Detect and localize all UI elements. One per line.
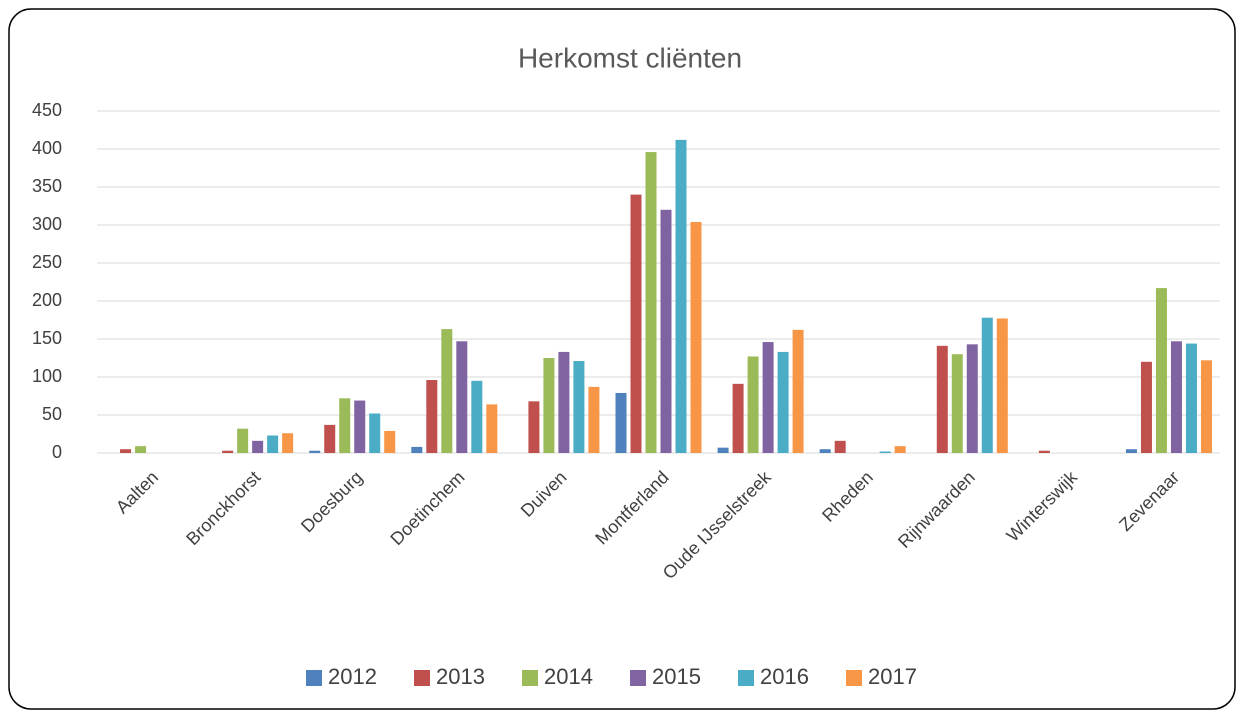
y-tick-label: 300 [32, 214, 62, 234]
legend-label: 2013 [436, 664, 485, 689]
bar [936, 345, 948, 453]
chart-title: Herkomst cliënten [518, 42, 742, 73]
bar [426, 380, 438, 453]
bar [588, 386, 600, 453]
legend-label: 2016 [760, 664, 809, 689]
chart-border [8, 8, 1236, 710]
bar [1140, 361, 1152, 453]
bar [1125, 449, 1137, 453]
y-tick-label: 150 [32, 328, 62, 348]
bar [792, 329, 804, 453]
bar [369, 413, 381, 453]
bar [573, 361, 585, 453]
legend: 2012 2013 2014 2015 2016 2017 [306, 664, 917, 689]
y-tick-label: 400 [32, 138, 62, 158]
bar [528, 401, 540, 453]
legend-swatch [306, 670, 322, 686]
bar [819, 449, 831, 453]
bar [747, 356, 759, 453]
bar [879, 451, 891, 453]
bar [324, 424, 336, 453]
bar [135, 446, 147, 453]
bar [486, 404, 498, 453]
bar [951, 354, 963, 453]
bar [1170, 341, 1182, 453]
bar [966, 344, 978, 453]
bar [894, 446, 906, 453]
legend-swatch [846, 670, 862, 686]
bar [222, 450, 234, 453]
bar [645, 152, 657, 454]
legend-swatch [522, 670, 538, 686]
bar [543, 358, 555, 453]
bar [339, 398, 351, 453]
legend-swatch [414, 670, 430, 686]
bar [732, 383, 744, 453]
legend-label: 2015 [652, 664, 701, 689]
y-tick-label: 100 [32, 366, 62, 386]
legend-label: 2017 [868, 664, 917, 689]
bar [120, 449, 132, 453]
bar [237, 428, 249, 453]
y-tick-label: 350 [32, 176, 62, 196]
bar [267, 435, 279, 453]
bar [558, 351, 570, 453]
bar [252, 440, 264, 453]
bar [1200, 360, 1212, 453]
bar [384, 430, 396, 453]
bar [834, 440, 846, 453]
bar [675, 139, 687, 453]
y-tick-label: 250 [32, 252, 62, 272]
y-tick-label: 0 [52, 442, 62, 462]
bar [1185, 343, 1197, 453]
bar [762, 342, 774, 453]
bar [1038, 450, 1050, 453]
y-tick-label: 200 [32, 290, 62, 310]
bar [1155, 288, 1167, 453]
bar [411, 446, 423, 453]
bar [660, 209, 672, 453]
bar [309, 450, 321, 453]
bar [996, 318, 1008, 453]
bar [690, 221, 702, 453]
bar [354, 400, 366, 453]
legend-swatch [738, 670, 754, 686]
bar [441, 329, 453, 453]
bar [615, 392, 627, 453]
bar [471, 380, 483, 453]
y-tick-label: 450 [32, 100, 62, 120]
legend-label: 2014 [544, 664, 593, 689]
bar [630, 194, 642, 453]
bar [456, 341, 468, 453]
y-tick-label: 50 [42, 404, 62, 424]
bar [282, 433, 294, 453]
legend-label: 2012 [328, 664, 377, 689]
legend-swatch [630, 670, 646, 686]
bar [981, 317, 993, 453]
bar [777, 351, 789, 453]
bar [717, 447, 729, 453]
